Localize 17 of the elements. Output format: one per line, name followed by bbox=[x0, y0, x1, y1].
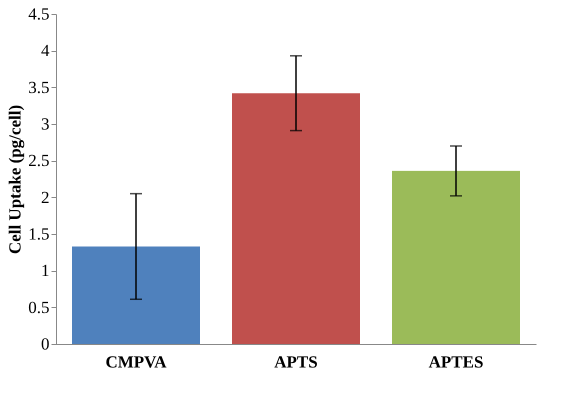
x-tick-label: CMPVA bbox=[105, 352, 168, 372]
y-tick-label: 1.5 bbox=[28, 224, 50, 244]
y-tick-label: 4 bbox=[41, 41, 50, 60]
y-axis-title: Cell Uptake (pg/cell) bbox=[5, 104, 24, 254]
y-tick-label: 2 bbox=[41, 188, 50, 207]
x-tick-label: APTS bbox=[274, 352, 318, 372]
bar bbox=[72, 246, 200, 344]
bar bbox=[232, 93, 360, 344]
y-tick-label: 0 bbox=[41, 334, 50, 354]
y-tick-label: 1 bbox=[41, 261, 50, 280]
y-tick-label: 2.5 bbox=[28, 151, 50, 170]
y-tick-label: 3.5 bbox=[28, 78, 50, 97]
y-tick-label: 4.5 bbox=[28, 4, 50, 24]
x-tick-label: APTES bbox=[428, 352, 484, 372]
y-tick-label: 3 bbox=[41, 114, 50, 134]
bar bbox=[392, 170, 520, 344]
y-tick-label: 0.5 bbox=[28, 298, 50, 317]
